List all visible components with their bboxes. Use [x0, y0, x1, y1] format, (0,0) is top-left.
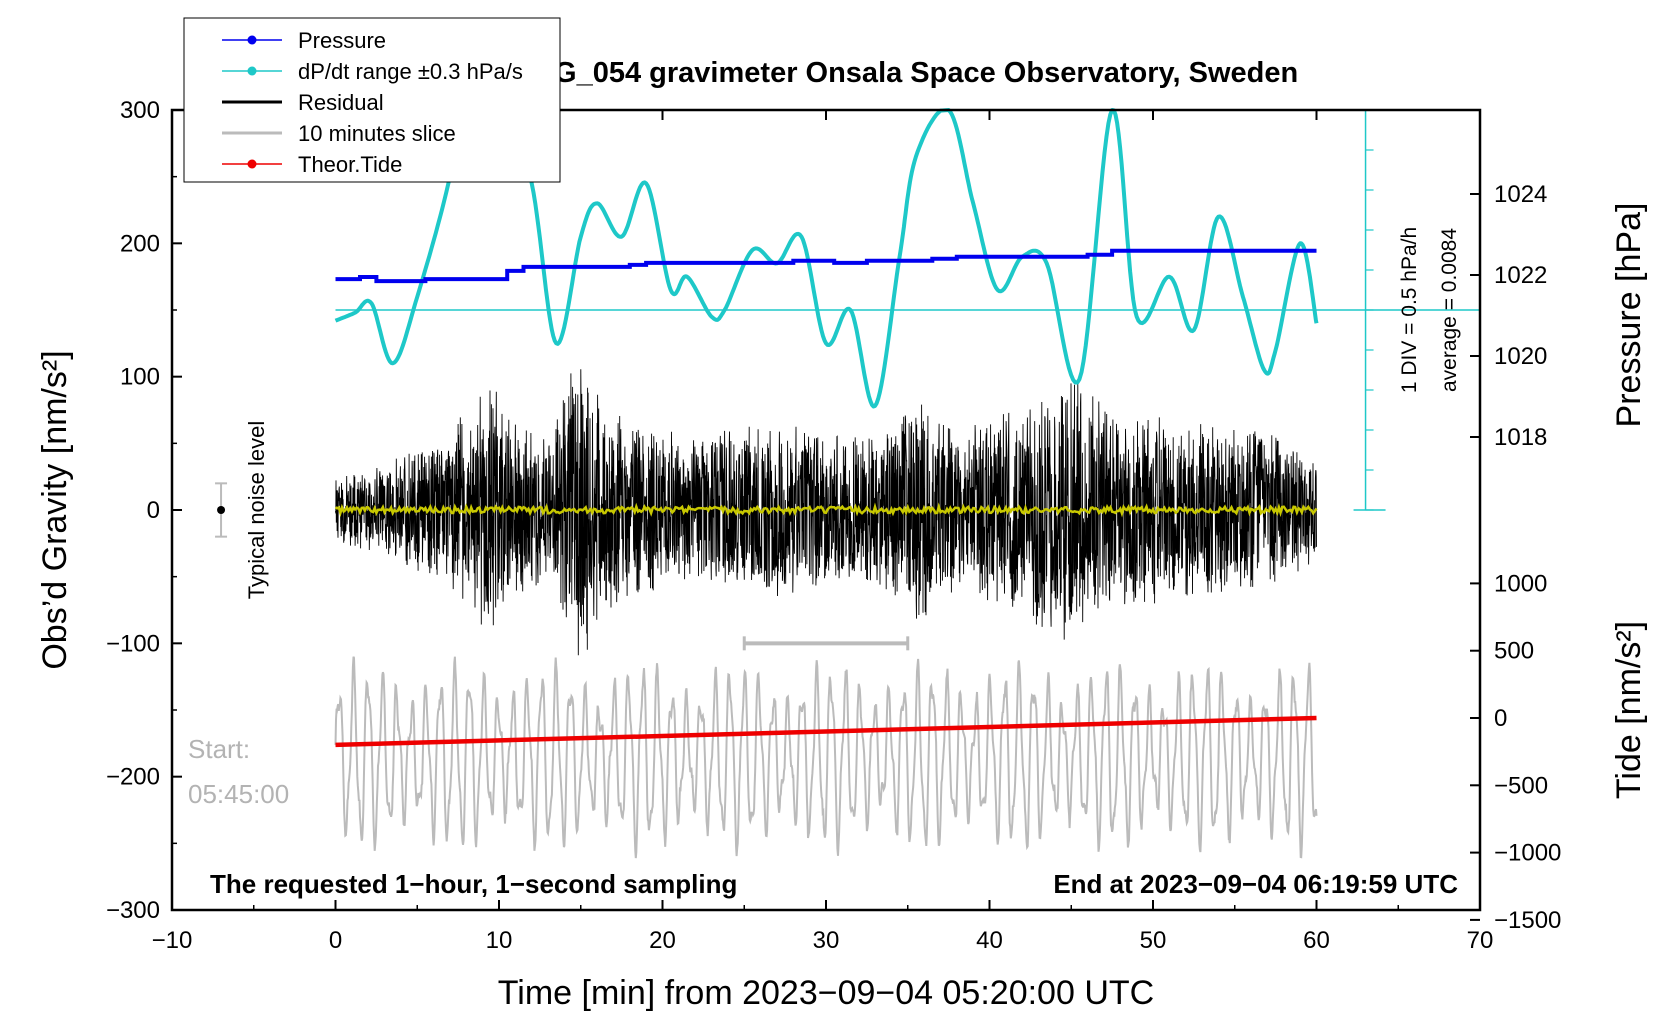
tide-tick-label: −1500 — [1494, 907, 1561, 934]
tide-tick-label: −500 — [1494, 772, 1548, 799]
legend-label: Residual — [298, 90, 384, 115]
y-tick-label: −200 — [106, 764, 160, 791]
legend: Pressure dP/dt range ±0.3 hPa/s Residual 10… — [183, 17, 561, 183]
tide-tick-label: 0 — [1494, 705, 1507, 732]
y-axis-pressure: 1018 1020 1022 1024 — [1470, 181, 1547, 451]
pressure-line — [335, 248, 1317, 284]
x-tick-label: 30 — [813, 927, 840, 954]
x-tick-label: 20 — [649, 927, 676, 954]
legend-marker — [247, 35, 257, 45]
pressure-tick-label: 1022 — [1494, 262, 1547, 289]
legend-box — [183, 17, 561, 183]
smoothed-residual-series — [334, 502, 1318, 518]
x-tick-label: 60 — [1303, 927, 1330, 954]
x-tick-label: 10 — [486, 927, 513, 954]
x-axis-title: Time [min] from 2023−09−04 05:20:00 UTC — [498, 974, 1154, 1012]
y-axis-title-pressure: Pressure [hPa] — [1610, 203, 1648, 428]
tide-line — [335, 715, 1317, 748]
x-tick-label: −10 — [152, 927, 193, 954]
x-tick-label: 0 — [329, 927, 342, 954]
legend-marker — [247, 159, 257, 169]
y-axis-title-gravity: Obs’d Gravity [nm/s²] — [36, 350, 74, 669]
slice-series — [334, 656, 1318, 859]
y-tick-label: 0 — [147, 497, 160, 524]
legend-label: Pressure — [298, 28, 386, 53]
pressure-tick-label: 1018 — [1494, 424, 1547, 451]
y-axis-title-tide: Tide [nm/s²] — [1610, 621, 1648, 799]
y-tick-label: 100 — [120, 364, 160, 391]
dpdt-series — [334, 108, 1319, 409]
annotations — [215, 482, 910, 651]
dpdt-line — [334, 108, 1319, 409]
tide-tick-label: 1000 — [1494, 570, 1547, 597]
pressure-series — [335, 248, 1317, 284]
y-tick-label: −100 — [106, 630, 160, 657]
tide-tick-label: 500 — [1494, 638, 1534, 665]
noise-level-dot — [217, 506, 226, 514]
slice-line — [334, 656, 1318, 859]
chart-title: SCG_054 gravimeter Onsala Space Observat… — [514, 57, 1298, 89]
x-tick-label: 50 — [1140, 927, 1167, 954]
pressure-tick-label: 1020 — [1494, 343, 1547, 370]
footer-left-label: The requested 1−hour, 1−second sampling — [210, 869, 737, 899]
tide-tick-label: −1000 — [1494, 840, 1561, 867]
legend-label: dP/dt range ±0.3 hPa/s — [298, 59, 523, 84]
x-axis: −10 0 10 20 30 40 50 60 70 — [152, 110, 1494, 954]
residual-line — [335, 369, 1317, 656]
legend-label: 10 minutes slice — [298, 121, 456, 146]
y-axis-tide: −1500 −1000 −500 0 500 1000 — [1470, 570, 1561, 934]
dpdt-average-label: average = 0.0084 — [1438, 228, 1461, 392]
start-label-line1: Start: — [188, 734, 250, 764]
dpdt-scale-label: 1 DIV = 0.5 hPa/h — [1398, 227, 1421, 393]
tide-series — [335, 715, 1317, 748]
noise-level-label: Typical noise level — [244, 421, 269, 600]
y-tick-label: 300 — [120, 97, 160, 124]
y-tick-label: 200 — [120, 230, 160, 257]
x-tick-label: 40 — [976, 927, 1003, 954]
y-tick-label: −300 — [106, 897, 160, 924]
residual-series — [335, 369, 1317, 656]
x-tick-label: 70 — [1467, 927, 1494, 954]
footer-right-label: End at 2023−09−04 06:19:59 UTC — [1053, 869, 1458, 899]
legend-marker — [247, 66, 257, 76]
start-label-line2: 05:45:00 — [188, 779, 289, 809]
pressure-tick-label: 1024 — [1494, 181, 1547, 208]
smoothed-residual-line — [334, 502, 1318, 518]
y-axis-gravity: −300 −200 −100 0 100 200 300 — [106, 97, 182, 924]
legend-label: Theor.Tide — [298, 152, 402, 177]
